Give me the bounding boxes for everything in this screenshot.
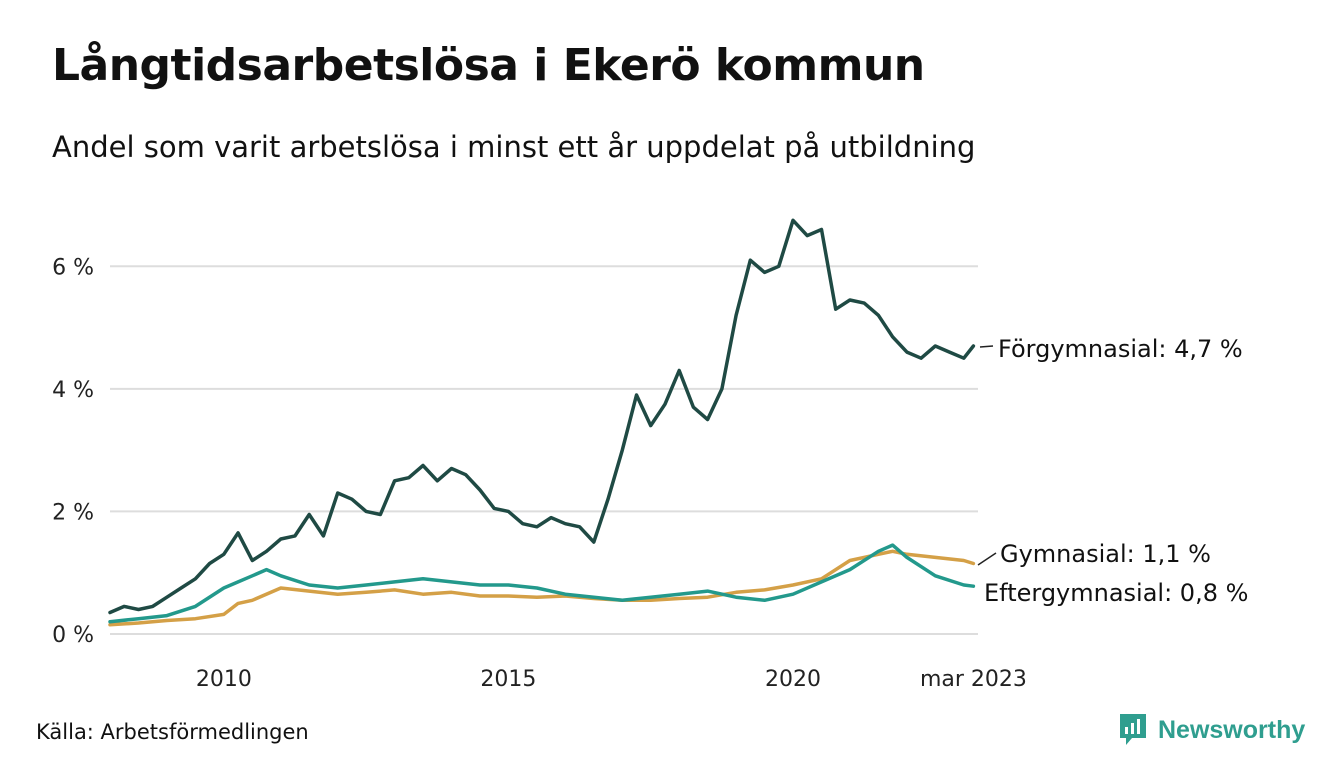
grid-lines [110,265,978,635]
y-tick-label: 6 % [52,255,94,280]
y-tick-label: 0 % [52,623,94,648]
y-tick-label: 4 % [52,378,94,403]
end-label-leader [977,552,997,566]
end-label-förgymnasial: Förgymnasial: 4,7 % [998,335,1243,363]
series-line-eftergymnasial [108,543,976,624]
series-line-gymnasial [108,549,976,627]
chart-subtitle: Andel som varit arbetslösa i minst ett å… [52,130,976,164]
x-axis-tick-labels: 2010 2015 2020 mar 2023 [196,667,1027,692]
brand-name: Newsworthy [1158,715,1306,744]
series-lines [108,218,976,627]
source-note: Källa: Arbetsförmedlingen [36,720,309,744]
brand-logo[interactable]: Newsworthy [1118,712,1305,748]
x-tick-label: 2010 [196,667,252,692]
y-tick-label: 2 % [52,500,94,525]
chart-title: Långtidsarbetslösa i Ekerö kommun [52,40,925,91]
series-end-labels: Förgymnasial: 4,7 % Gymnasial: 1,1 % Efter… [977,335,1248,607]
x-tick-label: mar 2023 [920,667,1027,692]
end-label-leader [979,345,994,348]
x-tick-label: 2020 [765,667,821,692]
line-chart: 0 % 2 % 4 % 6 % 2010 2015 2020 mar 2023 Förgym… [52,218,1248,692]
end-label-gymnasial: Gymnasial: 1,1 % [1000,540,1211,568]
series-line-förgymnasial [108,218,976,615]
newsworthy-logo-icon [1120,714,1146,745]
end-label-eftergymnasial: Eftergymnasial: 0,8 % [984,579,1248,607]
y-axis-tick-labels: 0 % 2 % 4 % 6 % [52,255,94,648]
x-tick-label: 2015 [480,667,536,692]
